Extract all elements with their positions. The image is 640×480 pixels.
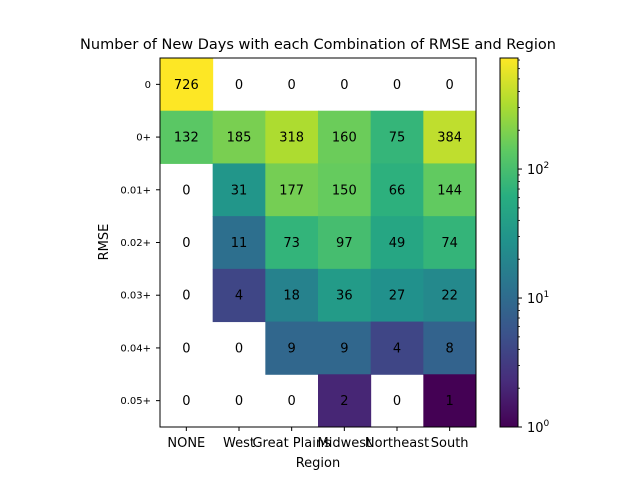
cell-value-label: 0 [182, 183, 190, 198]
cell-value-label: 0 [182, 289, 190, 304]
cell-value-label: 66 [389, 183, 406, 198]
heatmap-cell [370, 110, 424, 164]
heatmap-cell [318, 268, 372, 323]
x-tick-label: NONE [167, 436, 205, 451]
heatmap-cell [370, 268, 424, 323]
cell-value-label: 150 [332, 183, 357, 198]
cell-value-label: 4 [393, 341, 401, 356]
cell-value-label: 144 [437, 183, 462, 198]
cell-value-label: 2 [340, 394, 348, 409]
heatmap-cell [370, 321, 424, 375]
heatmap-cell [423, 321, 477, 375]
colorbar-tick-label: 101 [527, 290, 549, 307]
cell-value-label: 0 [446, 78, 454, 93]
x-tick-label: South [431, 436, 469, 451]
cell-value-label: 132 [174, 131, 199, 146]
cell-value-label: 1 [446, 394, 454, 409]
cell-value-label: 18 [283, 289, 300, 304]
heatmap-cell [212, 163, 266, 217]
colorbar-ticks: 100 101 102 [518, 59, 550, 436]
cell-value-label: 75 [389, 131, 406, 146]
cell-value-label: 0 [235, 341, 243, 356]
cell-value-label: 384 [437, 131, 462, 146]
heatmap-cell [370, 216, 424, 270]
heatmap-cell [318, 374, 372, 428]
cell-value-label: 36 [336, 289, 353, 304]
cell-value-label: 97 [336, 236, 353, 251]
cell-value-label: 8 [446, 341, 454, 356]
x-tick-label: Great Plains [252, 436, 331, 451]
cell-value-label: 4 [235, 289, 243, 304]
colorbar-tick-label: 102 [527, 161, 549, 178]
heatmap-cell [318, 163, 372, 217]
cell-value-label: 726 [174, 78, 199, 93]
y-tick-label: 0.02+ [120, 238, 151, 249]
heatmap-cell [160, 58, 214, 112]
cell-value-label: 31 [231, 183, 248, 198]
heatmap-cell [212, 268, 266, 323]
colorbar-tick-label: 100 [527, 419, 550, 436]
x-tick-label: Northeast [365, 436, 429, 451]
cell-value-label: 0 [340, 78, 348, 93]
colorbar [499, 57, 519, 428]
heatmap-cell [160, 110, 214, 164]
cell-value-label: 73 [283, 236, 300, 251]
y-tick-label: 0.04+ [120, 343, 151, 354]
heatmap-cell [318, 110, 372, 164]
cell-value-label: 0 [288, 394, 296, 409]
cell-value-label: 27 [389, 289, 406, 304]
heatmap-cell [265, 216, 319, 270]
cell-value-label: 0 [182, 394, 190, 409]
cell-value-label: 0 [393, 394, 401, 409]
y-tick-label: 0+ [136, 133, 151, 144]
x-tick-label: Midwest [318, 436, 372, 451]
heatmap-cell [423, 163, 477, 217]
cell-value-label: 0 [235, 394, 243, 409]
cell-value-label: 0 [182, 236, 190, 251]
heatmap-cell [318, 321, 372, 375]
y-axis-label: RMSE [97, 224, 112, 261]
x-axis-label: Region [296, 456, 341, 471]
cell-value-label: 0 [182, 341, 190, 356]
y-tick-label: 0.01+ [120, 185, 151, 196]
heatmap-cell [265, 321, 319, 375]
cell-value-label: 11 [231, 236, 248, 251]
cell-value-label: 0 [393, 78, 401, 93]
heatmap-cell [423, 374, 477, 428]
x-tick-label: West [223, 436, 255, 451]
heatmap-cell [370, 163, 424, 217]
cell-value-label: 9 [340, 341, 348, 356]
cell-value-label: 185 [227, 131, 252, 146]
cell-value-label: 177 [279, 183, 304, 198]
heatmap-cell [265, 163, 319, 217]
cell-value-label: 49 [389, 236, 406, 251]
cell-value-label: 9 [288, 341, 296, 356]
cell-value-label: 22 [441, 289, 458, 304]
cell-value-label: 318 [279, 131, 304, 146]
heatmap-cell [212, 216, 266, 270]
cell-value-label: 74 [441, 236, 458, 251]
y-tick-label: 0 [145, 80, 151, 91]
heatmap-cell [318, 216, 372, 270]
cell-value-label: 0 [288, 78, 296, 93]
heatmap-cell [265, 110, 319, 164]
y-tick-label: 0.05+ [120, 396, 151, 407]
cell-value-label: 0 [235, 78, 243, 93]
y-tick-label: 0.03+ [120, 291, 151, 302]
heatmap-cell [265, 268, 319, 323]
y-axis-ticks: 0 0+ 0.01+ 0.02+ 0.03+ 0.04+ 0.05+ [120, 80, 160, 407]
heatmap-cell [212, 110, 266, 164]
heatmap-cell [423, 110, 477, 164]
cell-value-label: 160 [332, 131, 357, 146]
heatmap-cell [423, 216, 477, 270]
heatmap-cell [423, 268, 477, 323]
chart-title: Number of New Days with each Combination… [80, 37, 556, 53]
